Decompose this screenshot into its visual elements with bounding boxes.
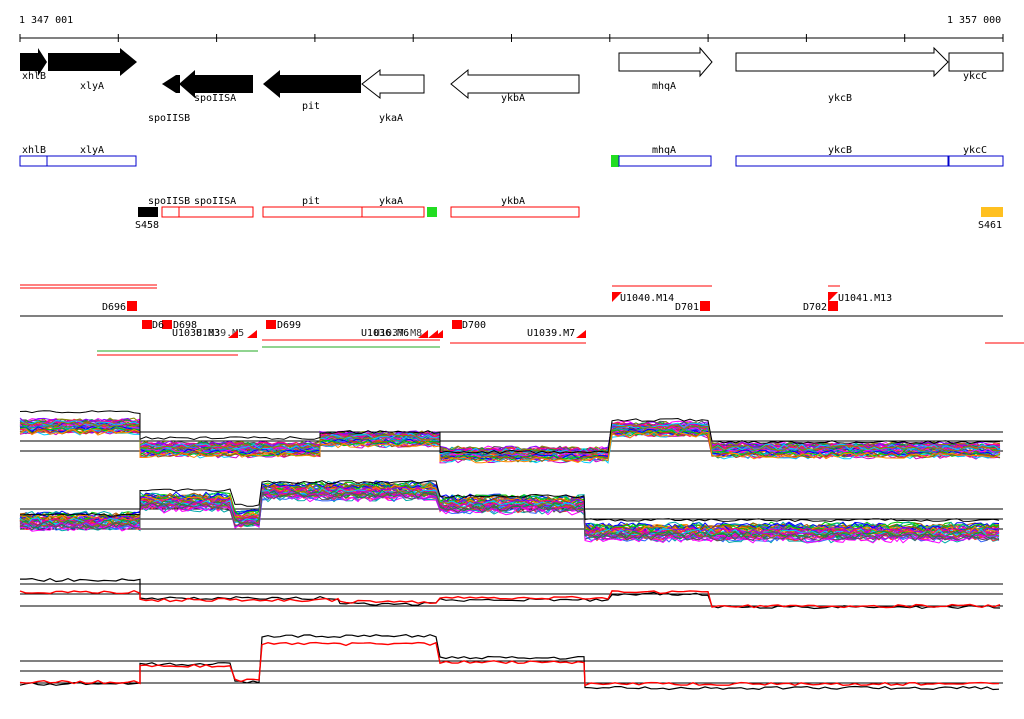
feature-label-U1038: U1038.M3 <box>172 328 220 339</box>
feature-track: D696 D6 D698 U1038.M3 U1039.M5 D699 U103… <box>20 284 1024 356</box>
site-box-S461[interactable] <box>981 207 1003 217</box>
gene-arrow-pit[interactable] <box>263 70 361 98</box>
gene-arrow-ykcC[interactable] <box>948 52 1004 72</box>
red-box-label-spoIISB: spoIISB <box>148 196 190 207</box>
feature-label-D696: D696 <box>102 302 126 313</box>
red-box-label-ykaA: ykaA <box>379 196 403 207</box>
expression-trace <box>19 484 1000 536</box>
feature-flag <box>433 330 443 338</box>
gene-label-spoIISA: spoIISA <box>194 93 236 104</box>
feature-flag <box>247 330 257 338</box>
red-box-pit[interactable] <box>262 206 363 218</box>
red-box-label-pit: pit <box>302 196 320 207</box>
expression-trace <box>19 633 1000 691</box>
feature-marker-D702[interactable] <box>828 301 838 311</box>
blue-box-label-ykcB: ykcB <box>828 145 852 156</box>
blue-box-label-mhqA: mhqA <box>652 145 676 156</box>
green-marker-mhqA <box>611 155 619 167</box>
feature-label-U1036: U1036.M6 <box>361 328 409 339</box>
feature-marker-D701[interactable] <box>700 301 710 311</box>
red-box-track: spoIISB spoIISA pit ykaA ykbA S458 S461 <box>135 196 1003 231</box>
gene-arrow-ykcB[interactable] <box>735 46 949 78</box>
feature-label-U1041: U1041.M13 <box>838 293 892 304</box>
expression-panel-2 <box>19 480 1003 544</box>
feature-flag <box>228 330 238 338</box>
expression-trace <box>19 428 1001 464</box>
gene-arrow-xhlB[interactable] <box>20 48 47 76</box>
expression-trace <box>19 641 1000 687</box>
blue-box-xlyA[interactable] <box>46 155 137 167</box>
gene-arrow-spoIISB-body[interactable] <box>162 75 180 93</box>
red-box-label-spoIISA: spoIISA <box>194 196 236 207</box>
expression-trace <box>19 589 1001 609</box>
gene-label-ykaA: ykaA <box>379 113 403 124</box>
feature-flag <box>418 330 428 338</box>
gene-arrow-spoIISA[interactable] <box>179 70 253 98</box>
feature-label-D6-partial: D6 <box>152 320 164 331</box>
ruler-end-label: 1 357 000 <box>947 15 1001 26</box>
coordinate-ruler: 1 347 001 1 357 000 <box>19 15 1004 42</box>
feature-flag <box>612 292 622 302</box>
red-box-ykaA[interactable] <box>361 206 425 218</box>
expression-panel-4 <box>19 633 1003 691</box>
blue-box-ykcB[interactable] <box>735 155 949 167</box>
feature-label-U1039-M5: U1039.M5 <box>196 328 244 339</box>
gene-label-ykcC: ykcC <box>963 71 987 82</box>
blue-box-xhlB[interactable] <box>19 155 48 167</box>
feature-marker-D699[interactable] <box>266 320 276 329</box>
gene-label-ykcB: ykcB <box>828 93 852 104</box>
gene-label-xlyA: xlyA <box>80 81 104 92</box>
feature-marker[interactable] <box>142 320 152 329</box>
red-box-spoIISB[interactable] <box>161 206 180 218</box>
gene-label-xhlB: xhlB <box>22 71 46 82</box>
site-box-S458[interactable] <box>138 207 158 217</box>
blue-box-label-ykcC: ykcC <box>963 145 987 156</box>
red-box-label-ykbA: ykbA <box>501 196 525 207</box>
gene-arrow-xlyA[interactable] <box>48 48 137 76</box>
ruler-start-label: 1 347 001 <box>19 15 73 26</box>
feature-marker-D700[interactable] <box>452 320 462 329</box>
expression-trace <box>19 491 1000 542</box>
gene-label-spoIISB: spoIISB <box>148 113 190 124</box>
blue-box-label-xlyA: xlyA <box>80 145 104 156</box>
expression-trace <box>19 428 1001 463</box>
feature-flag <box>576 330 586 338</box>
feature-label-D701: D701 <box>675 302 699 313</box>
blue-box-track: xhlB xlyA mhqA ykcB ykcC <box>19 145 1004 167</box>
blue-box-label-xhlB: xhlB <box>22 145 46 156</box>
gene-label-ykbA: ykbA <box>501 93 525 104</box>
gene-annotation-track: xhlB xlyA spoIISB spoIISA pit ykaA ykbA … <box>20 46 1004 124</box>
expression-trace <box>19 486 1000 537</box>
feature-label-D702: D702 <box>803 302 827 313</box>
feature-flag <box>828 292 838 302</box>
expression-trace <box>19 410 1001 454</box>
gene-arrow-mhqA[interactable] <box>618 46 713 78</box>
feature-label-U1037: U1037.M8 <box>374 328 422 339</box>
gene-arrow-ykbA[interactable] <box>450 68 580 100</box>
expression-trace <box>19 428 1001 464</box>
feature-label-D700: D700 <box>462 320 486 331</box>
gene-label-pit: pit <box>302 101 320 112</box>
feature-label-U1040: U1040.M14 <box>620 293 674 304</box>
blue-box-ykcC[interactable] <box>948 155 1004 167</box>
expression-panel-3 <box>19 577 1003 610</box>
site-label-S461: S461 <box>978 220 1002 231</box>
feature-label-D699: D699 <box>277 320 301 331</box>
red-box-spoIISA[interactable] <box>178 206 254 218</box>
site-label-S458: S458 <box>135 220 159 231</box>
green-marker-ykaA <box>427 207 437 217</box>
feature-marker-D698[interactable] <box>162 320 172 329</box>
expression-trace <box>20 480 1000 523</box>
gene-arrow-ykaA[interactable] <box>361 68 425 100</box>
feature-label-U1039-M7: U1039.M7 <box>527 328 575 339</box>
expression-panel-1 <box>19 410 1003 464</box>
gene-label-mhqA: mhqA <box>652 81 676 92</box>
expression-trace <box>19 493 1000 544</box>
blue-box-mhqA[interactable] <box>618 155 712 167</box>
ruler-ticks <box>19 34 1004 42</box>
red-box-ykbA[interactable] <box>450 206 580 218</box>
feature-label-D698: D698 <box>173 320 197 331</box>
feature-marker-D696[interactable] <box>127 301 137 311</box>
